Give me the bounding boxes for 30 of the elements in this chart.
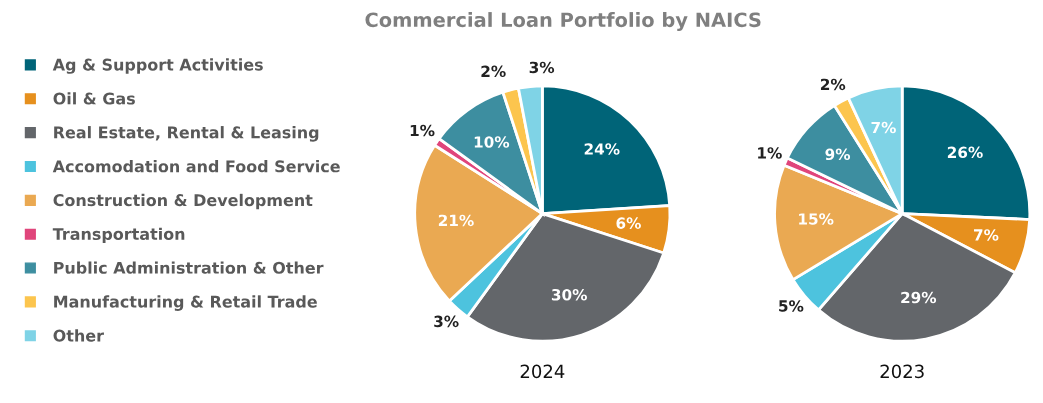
text: 2023 (880, 364, 924, 379)
legend-label: Other (53, 329, 104, 342)
legend-label: Accomodation and Food Service (52, 160, 340, 173)
data-label: 5% (779, 300, 804, 312)
data-label: 10% (474, 136, 510, 148)
data-label: 2% (820, 78, 846, 91)
data-label: 6% (616, 217, 641, 229)
legend-label: Ag & Support Activities (52, 58, 263, 74)
data-label: 26% (947, 146, 983, 159)
legend-label: Oil & Gas (53, 92, 135, 105)
data-label: 1% (758, 147, 782, 159)
data-label: 29% (901, 291, 937, 304)
legend-label: Transportation (52, 227, 185, 244)
chart-title: Commercial Loan Portfolio by NAICS (365, 12, 761, 32)
legend-label: Real Estate, Rental & Leasing (54, 126, 319, 142)
data-label: 2% (481, 65, 506, 78)
data-label: 15% (799, 213, 834, 225)
legend-label: Construction & Development (53, 193, 313, 210)
legend-label: Public Administration & Other (54, 261, 324, 274)
data-label: 3% (529, 61, 555, 74)
data-label: 9% (825, 148, 851, 161)
data-label: 7% (871, 121, 896, 134)
text: 2024 (520, 364, 565, 379)
legend-label: Manufacturing & Retail Trade (54, 295, 317, 311)
data-label: 3% (434, 315, 459, 328)
data-label: 7% (974, 229, 999, 241)
data-label: 30% (551, 289, 587, 301)
data-label: 1% (410, 124, 435, 137)
data-label: 24% (584, 143, 620, 155)
data-label: 21% (438, 214, 474, 227)
